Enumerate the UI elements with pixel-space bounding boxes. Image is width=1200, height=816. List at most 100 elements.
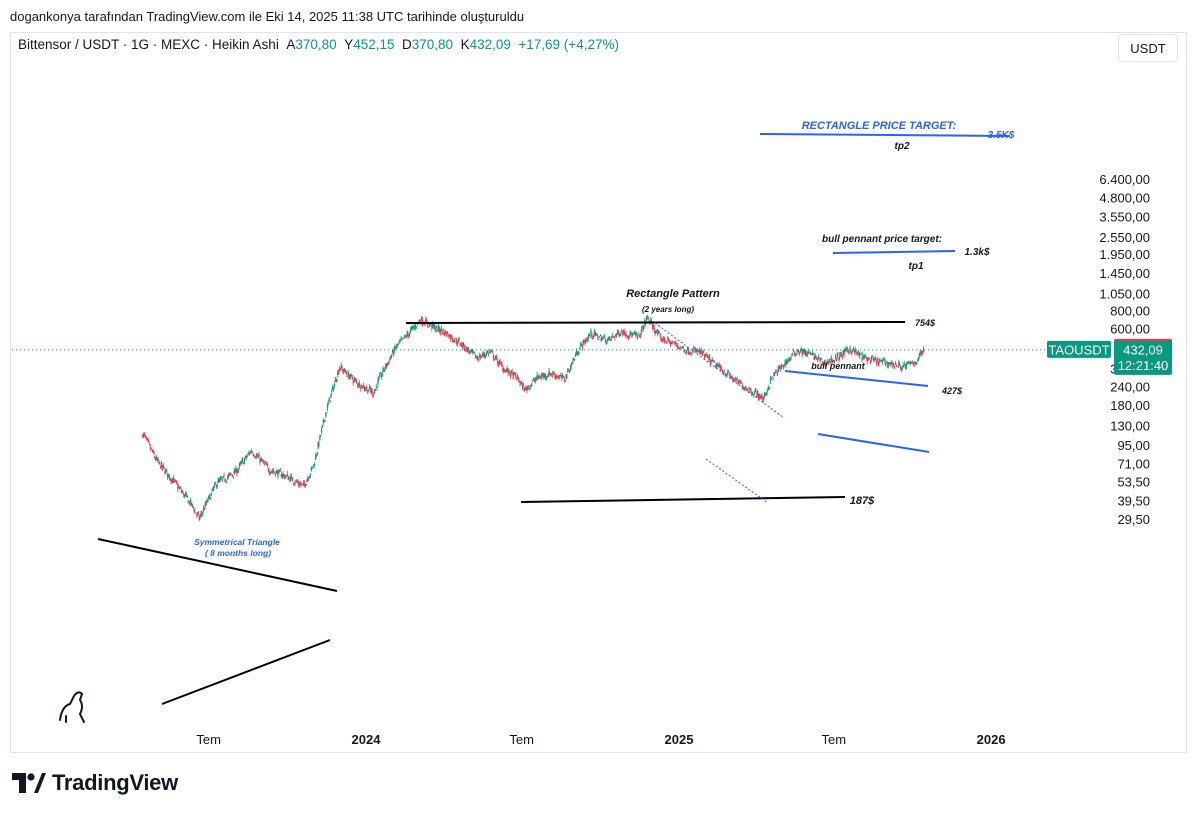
candle-body (629, 331, 631, 334)
candle-body (143, 434, 146, 436)
candle-body (453, 340, 455, 342)
candle-body (244, 455, 247, 458)
candle-body (462, 345, 464, 348)
candle-body (788, 358, 791, 360)
candle-body (801, 352, 803, 355)
candle-body (620, 333, 622, 335)
candle-body (479, 354, 481, 358)
candle-body (522, 384, 525, 387)
candle-body (611, 335, 613, 337)
candle-body (172, 478, 175, 481)
tradingview-logo[interactable]: TradingView (12, 770, 178, 796)
candle-body (447, 333, 449, 337)
triangle-lower-line (161, 639, 331, 705)
candle-body (919, 352, 921, 354)
candle-body (380, 375, 383, 377)
candle-body (644, 319, 646, 323)
candle-body (648, 320, 650, 322)
candle-body (688, 352, 690, 354)
candle-body (216, 485, 218, 487)
candle-body (740, 382, 743, 384)
candle-body (412, 326, 414, 328)
candle-body (497, 363, 500, 365)
candle-body (260, 458, 262, 461)
candle-body (790, 357, 792, 359)
candle-body (557, 377, 560, 379)
candle-body (796, 353, 798, 355)
candle-body (252, 454, 254, 455)
candle-body (543, 375, 545, 377)
y-tick-label: 6.400,00 (1099, 172, 1150, 187)
candle-body (836, 354, 838, 358)
candle-body (218, 480, 220, 482)
candle-body (653, 327, 655, 331)
candle-body (458, 339, 460, 341)
candle-body (262, 461, 265, 463)
candle-body (794, 354, 797, 356)
candle-body (643, 325, 645, 329)
candle-body (438, 328, 441, 332)
currency-button[interactable]: USDT (1118, 34, 1178, 62)
candle-body (810, 353, 813, 355)
candle-body (378, 378, 380, 380)
open-value: 370,80 (295, 37, 337, 52)
candle-body (639, 334, 641, 336)
candle-body (481, 355, 484, 357)
candle-body (460, 345, 462, 347)
candle-body (384, 369, 386, 371)
candle-body (521, 384, 524, 390)
candle-body (503, 369, 505, 371)
candle-body (192, 506, 194, 508)
candle-body (857, 352, 860, 354)
candle-body (798, 350, 800, 352)
candle-body (217, 480, 219, 484)
candle-body (307, 478, 309, 480)
candle-body (804, 349, 806, 352)
candle-body (415, 326, 418, 328)
candle-body (322, 420, 324, 423)
candle-body (220, 478, 222, 480)
candle-body (534, 379, 537, 381)
candle-body (398, 341, 401, 343)
candle-body (270, 471, 272, 473)
candle-body (587, 336, 590, 338)
candle-body (259, 459, 261, 463)
candle-body (281, 476, 283, 478)
candle-body (544, 375, 547, 378)
candle-body (243, 459, 246, 462)
candle-body (920, 352, 922, 354)
candle-body (764, 394, 767, 396)
candle-body (589, 335, 591, 337)
candle-body (720, 367, 722, 369)
candle-body (164, 471, 166, 475)
candle-body (462, 342, 465, 346)
candle-body (146, 438, 148, 440)
candle-body (403, 337, 405, 339)
candle-body (540, 375, 543, 378)
y-tick-label: 2.550,00 (1099, 230, 1150, 245)
candle-body (873, 359, 875, 362)
candle-body (785, 363, 787, 366)
bull-target-label: bull pennant price target: (822, 234, 942, 245)
candle-body (245, 456, 247, 458)
candle-body (366, 387, 368, 389)
candle-body (256, 455, 259, 457)
candle-body (802, 348, 804, 353)
candle-body (623, 331, 625, 335)
candle-body (598, 339, 600, 340)
candle-body (452, 340, 454, 341)
candle-body (246, 456, 248, 458)
candle-body (571, 363, 573, 365)
candle-body (332, 386, 334, 389)
candle-body (905, 366, 907, 369)
candle-body (365, 388, 367, 390)
candle-body (501, 364, 503, 366)
candle-body (834, 360, 836, 362)
candle-body (323, 420, 325, 422)
candle-body (215, 485, 218, 488)
candle-body (562, 375, 564, 377)
symbol-name[interactable]: Bittensor / USDT · 1G · MEXC · Heikin As… (18, 37, 279, 52)
candle-body (273, 471, 276, 473)
candle-body (326, 404, 329, 409)
